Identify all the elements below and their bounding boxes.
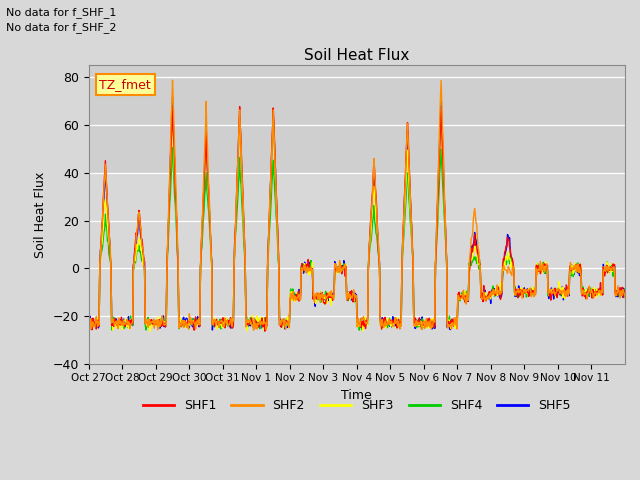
SHF5 xyxy=(248,318,255,324)
SHF1 xyxy=(247,318,255,324)
SHF2 xyxy=(247,320,255,325)
SHF5 xyxy=(444,324,451,330)
SHF2 xyxy=(250,327,257,333)
SHF4 xyxy=(247,314,255,320)
SHF2 xyxy=(444,320,451,325)
Y-axis label: Soil Heat Flux: Soil Heat Flux xyxy=(34,171,47,258)
SHF4 xyxy=(621,286,629,292)
SHF3 xyxy=(273,223,281,229)
SHF4 xyxy=(413,321,421,327)
SHF1 xyxy=(413,318,421,324)
SHF4 xyxy=(84,320,92,326)
SHF4 xyxy=(273,236,281,241)
SHF3 xyxy=(147,329,154,335)
X-axis label: Time: Time xyxy=(341,389,372,402)
SHF5 xyxy=(621,289,629,295)
SHF5 xyxy=(413,318,421,324)
SHF4 xyxy=(148,320,156,326)
SHF5 xyxy=(169,94,177,100)
Legend: SHF1, SHF2, SHF3, SHF4, SHF5: SHF1, SHF2, SHF3, SHF4, SHF5 xyxy=(138,394,576,417)
SHF3 xyxy=(437,109,445,115)
SHF2 xyxy=(275,245,282,251)
SHF3 xyxy=(84,315,92,321)
SHF2 xyxy=(621,295,629,300)
SHF2 xyxy=(413,323,421,328)
Line: SHF3: SHF3 xyxy=(88,112,625,332)
SHF2 xyxy=(84,322,92,327)
SHF1 xyxy=(236,104,243,109)
Line: SHF1: SHF1 xyxy=(88,107,625,331)
SHF5 xyxy=(84,319,92,325)
SHF3 xyxy=(413,320,420,326)
Text: No data for f_SHF_2: No data for f_SHF_2 xyxy=(6,22,117,33)
SHF1 xyxy=(444,324,451,329)
Text: TZ_fmet: TZ_fmet xyxy=(99,78,151,91)
SHF3 xyxy=(247,321,255,327)
SHF2 xyxy=(294,291,302,297)
SHF4 xyxy=(294,290,301,296)
SHF5 xyxy=(209,327,216,333)
SHF1 xyxy=(148,317,156,323)
SHF5 xyxy=(148,317,156,323)
SHF1 xyxy=(84,316,92,322)
SHF4 xyxy=(444,317,451,323)
SHF3 xyxy=(621,289,629,295)
SHF3 xyxy=(444,318,451,324)
Bar xyxy=(88,65,625,173)
SHF2 xyxy=(169,77,177,83)
Text: No data for f_SHF_1: No data for f_SHF_1 xyxy=(6,7,116,18)
Title: Soil Heat Flux: Soil Heat Flux xyxy=(304,48,410,63)
Line: SHF2: SHF2 xyxy=(88,80,625,330)
Line: SHF5: SHF5 xyxy=(88,97,625,330)
SHF1 xyxy=(261,328,269,334)
SHF3 xyxy=(294,291,301,297)
SHF1 xyxy=(275,238,282,244)
SHF4 xyxy=(169,145,177,151)
SHF1 xyxy=(621,288,629,294)
SHF2 xyxy=(148,319,156,325)
SHF1 xyxy=(294,288,302,294)
SHF5 xyxy=(294,293,302,299)
SHF4 xyxy=(355,327,363,333)
SHF5 xyxy=(275,242,282,248)
Line: SHF4: SHF4 xyxy=(88,148,625,330)
SHF3 xyxy=(148,322,156,327)
